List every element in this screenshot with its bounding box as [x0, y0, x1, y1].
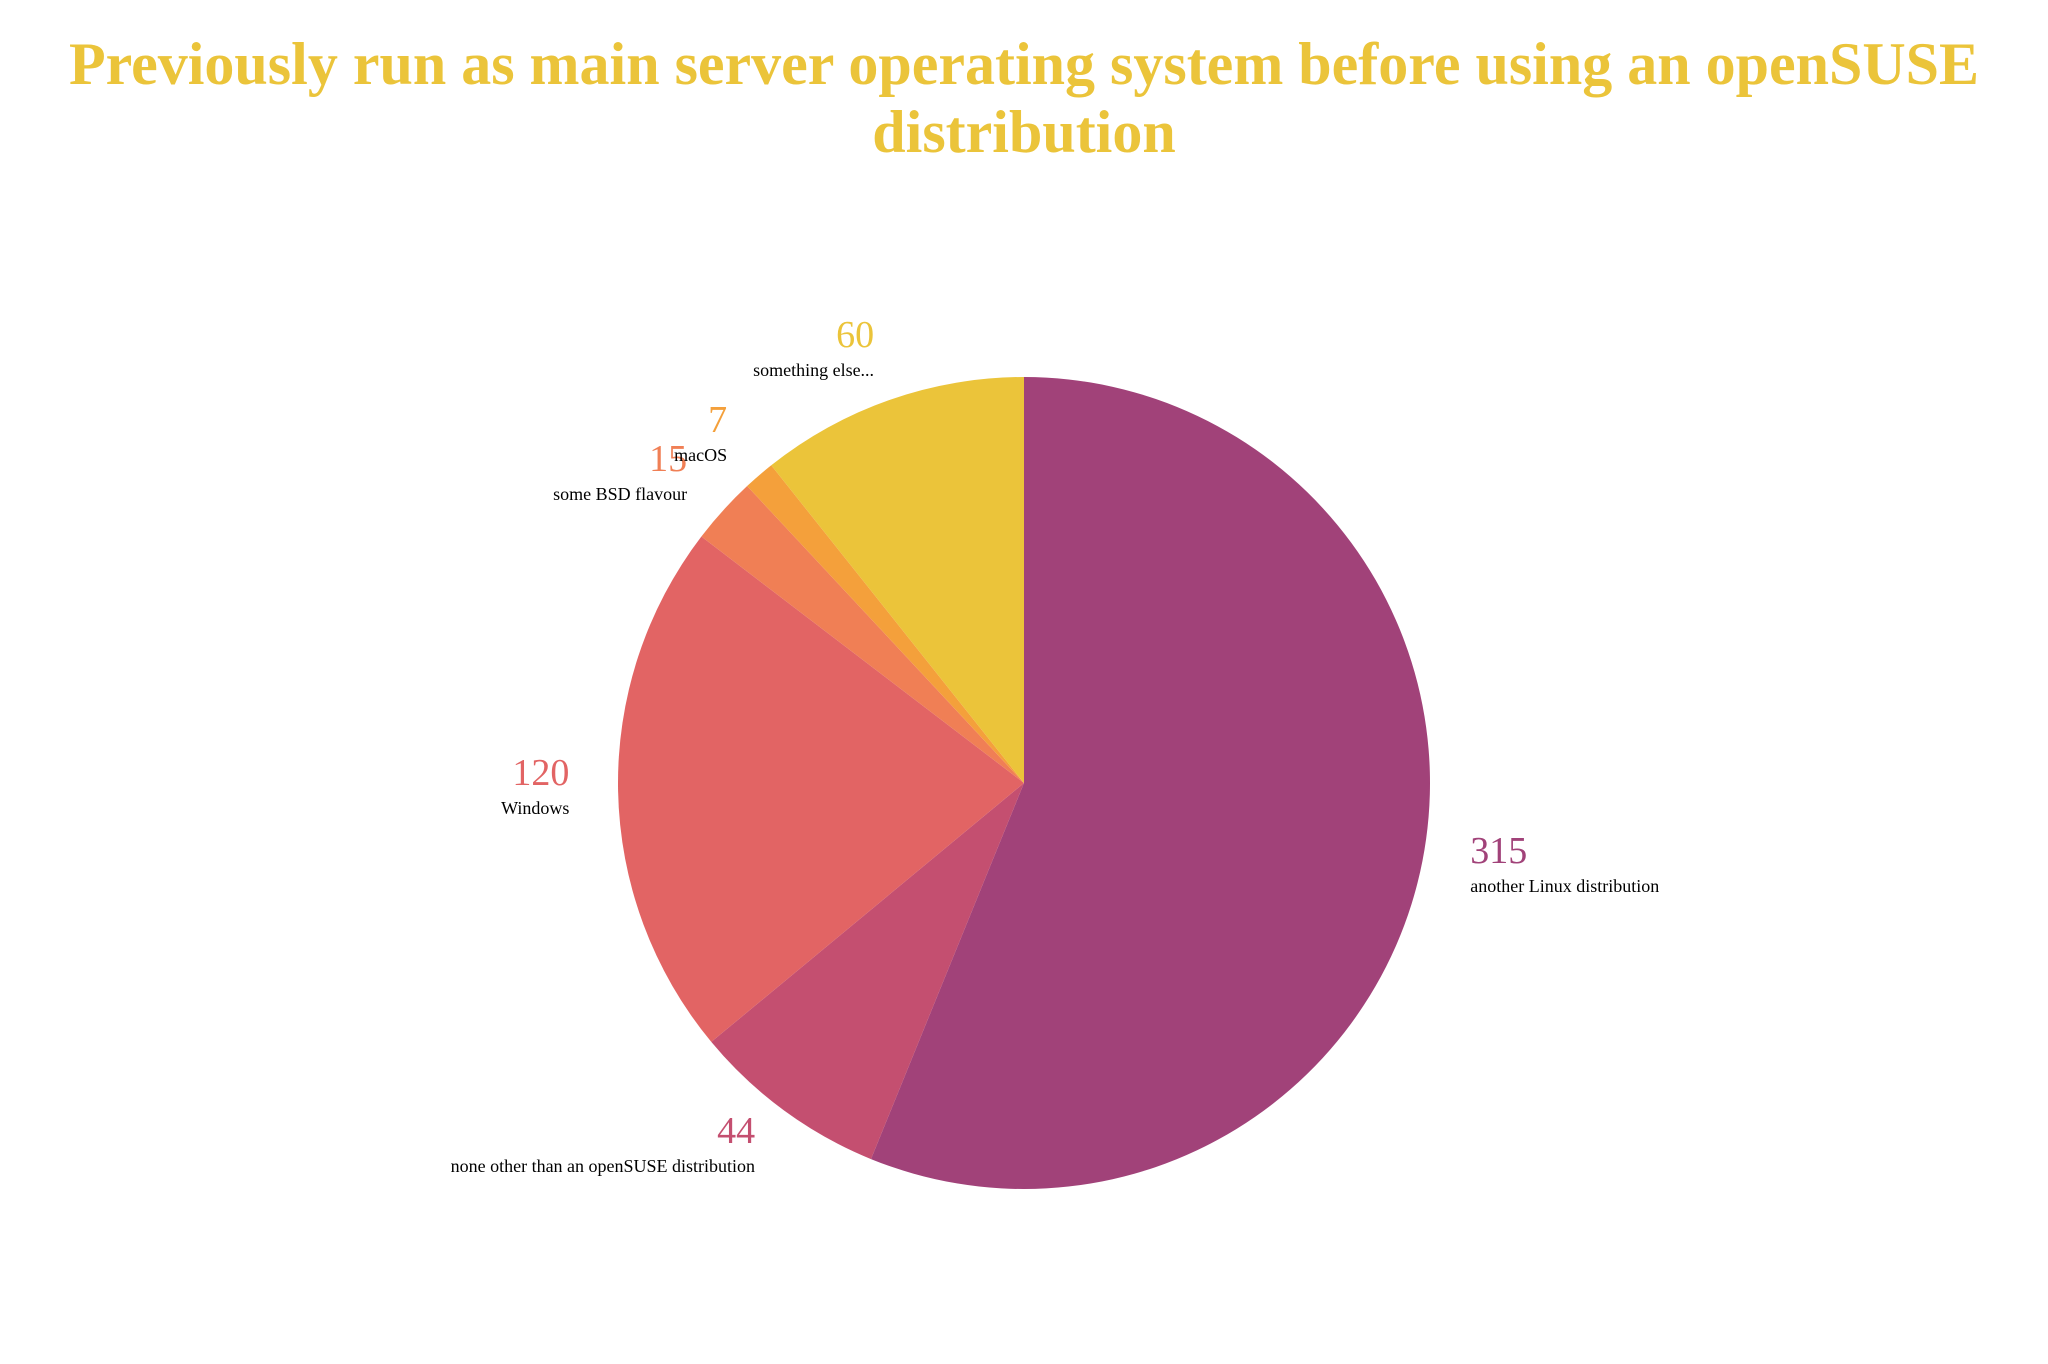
slice-label: 60 something else... — [554, 314, 874, 381]
slice-label: 315 another Linux distribution — [1470, 830, 1790, 897]
category-label: none other than an openSUSE distribution — [450, 1155, 756, 1176]
pie-slice — [701, 486, 1024, 783]
category-label: Windows — [501, 797, 570, 818]
value-label: 120 — [512, 751, 570, 794]
category-label: another Linux distribution — [1470, 876, 1660, 897]
value-label: 60 — [836, 313, 875, 356]
value-label: 7 — [708, 398, 728, 441]
category-label: some BSD flavour — [553, 483, 688, 504]
value-label: 44 — [717, 1109, 756, 1152]
value-label: 315 — [1470, 830, 1528, 873]
value-label: 15 — [649, 437, 688, 480]
chart-title: Previously run as main server operating … — [68, 31, 1980, 165]
slice-label: 120 Windows — [249, 752, 569, 819]
slice-label: 7 macOS — [407, 399, 727, 466]
category-label: macOS — [674, 444, 728, 465]
pie-slice — [711, 783, 1024, 1160]
slice-label: 15 some BSD flavour — [367, 438, 687, 505]
pie-slice — [870, 376, 1431, 1189]
category-label: something else... — [753, 359, 875, 380]
pie-slice — [747, 465, 1024, 783]
pie-slice — [618, 536, 1024, 1042]
slice-label: 44 none other than an openSUSE distributi… — [435, 1110, 755, 1177]
pie-slice — [771, 377, 1024, 783]
